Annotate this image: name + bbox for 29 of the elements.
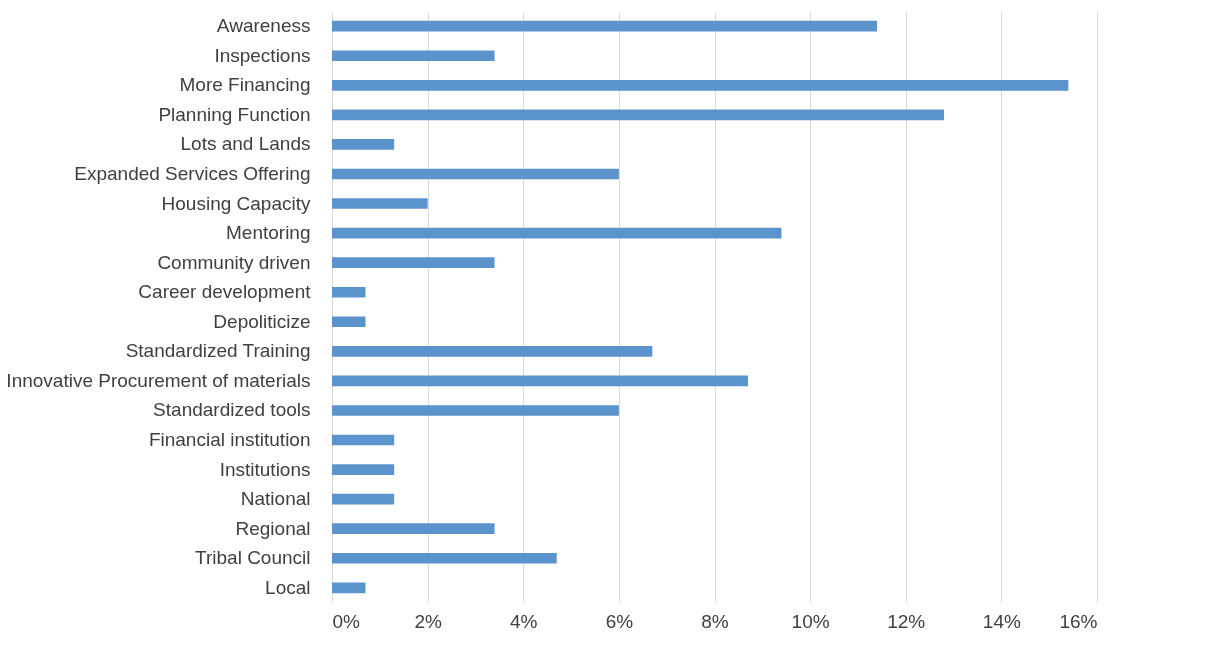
y-tick-label: Innovative Procurement of materials: [6, 369, 311, 391]
y-tick-label: Expanded Services Offering: [74, 162, 311, 184]
x-tick-label: 10%: [791, 610, 830, 632]
y-tick-label: Awareness: [216, 15, 311, 37]
y-tick-label: Depoliticize: [213, 310, 311, 332]
x-tick-label: 14%: [982, 610, 1021, 632]
y-tick-label: Housing Capacity: [161, 192, 311, 214]
y-tick-label: Regional: [235, 517, 311, 539]
x-tick-label: 0%: [332, 610, 361, 632]
y-tick-label: National: [240, 488, 311, 510]
y-tick-label: Mentoring: [226, 222, 311, 244]
y-tick-label: Lots and Lands: [180, 133, 311, 155]
x-tick-label: 8%: [701, 610, 729, 632]
y-tick-label: Financial institution: [148, 429, 311, 451]
y-tick-label: Local: [265, 576, 311, 598]
y-tick-label: Career development: [138, 281, 312, 303]
x-tick-label: 12%: [887, 610, 926, 632]
x-tick-label: 16%: [1059, 610, 1098, 632]
y-tick-label: Inspections: [214, 44, 311, 66]
y-tick-label: Standardized tools: [153, 399, 311, 421]
y-tick-label: Institutions: [219, 458, 311, 480]
y-tick-label: Tribal Council: [195, 547, 311, 569]
x-tick-label: 6%: [605, 610, 634, 632]
y-tick-label: Planning Function: [158, 103, 311, 125]
y-tick-label: Standardized Training: [125, 340, 311, 362]
x-tick-label: 4%: [510, 610, 538, 632]
x-tick-label: 2%: [414, 610, 442, 632]
y-tick-label: More Financing: [179, 74, 311, 96]
y-tick-label: Community driven: [157, 251, 311, 273]
